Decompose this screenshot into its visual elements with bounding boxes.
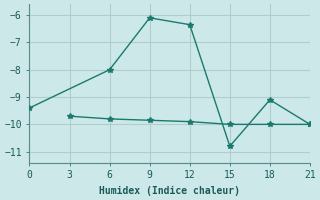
X-axis label: Humidex (Indice chaleur): Humidex (Indice chaleur) <box>99 186 240 196</box>
